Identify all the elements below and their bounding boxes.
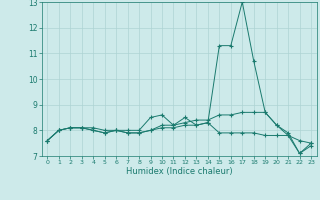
X-axis label: Humidex (Indice chaleur): Humidex (Indice chaleur) (126, 167, 233, 176)
